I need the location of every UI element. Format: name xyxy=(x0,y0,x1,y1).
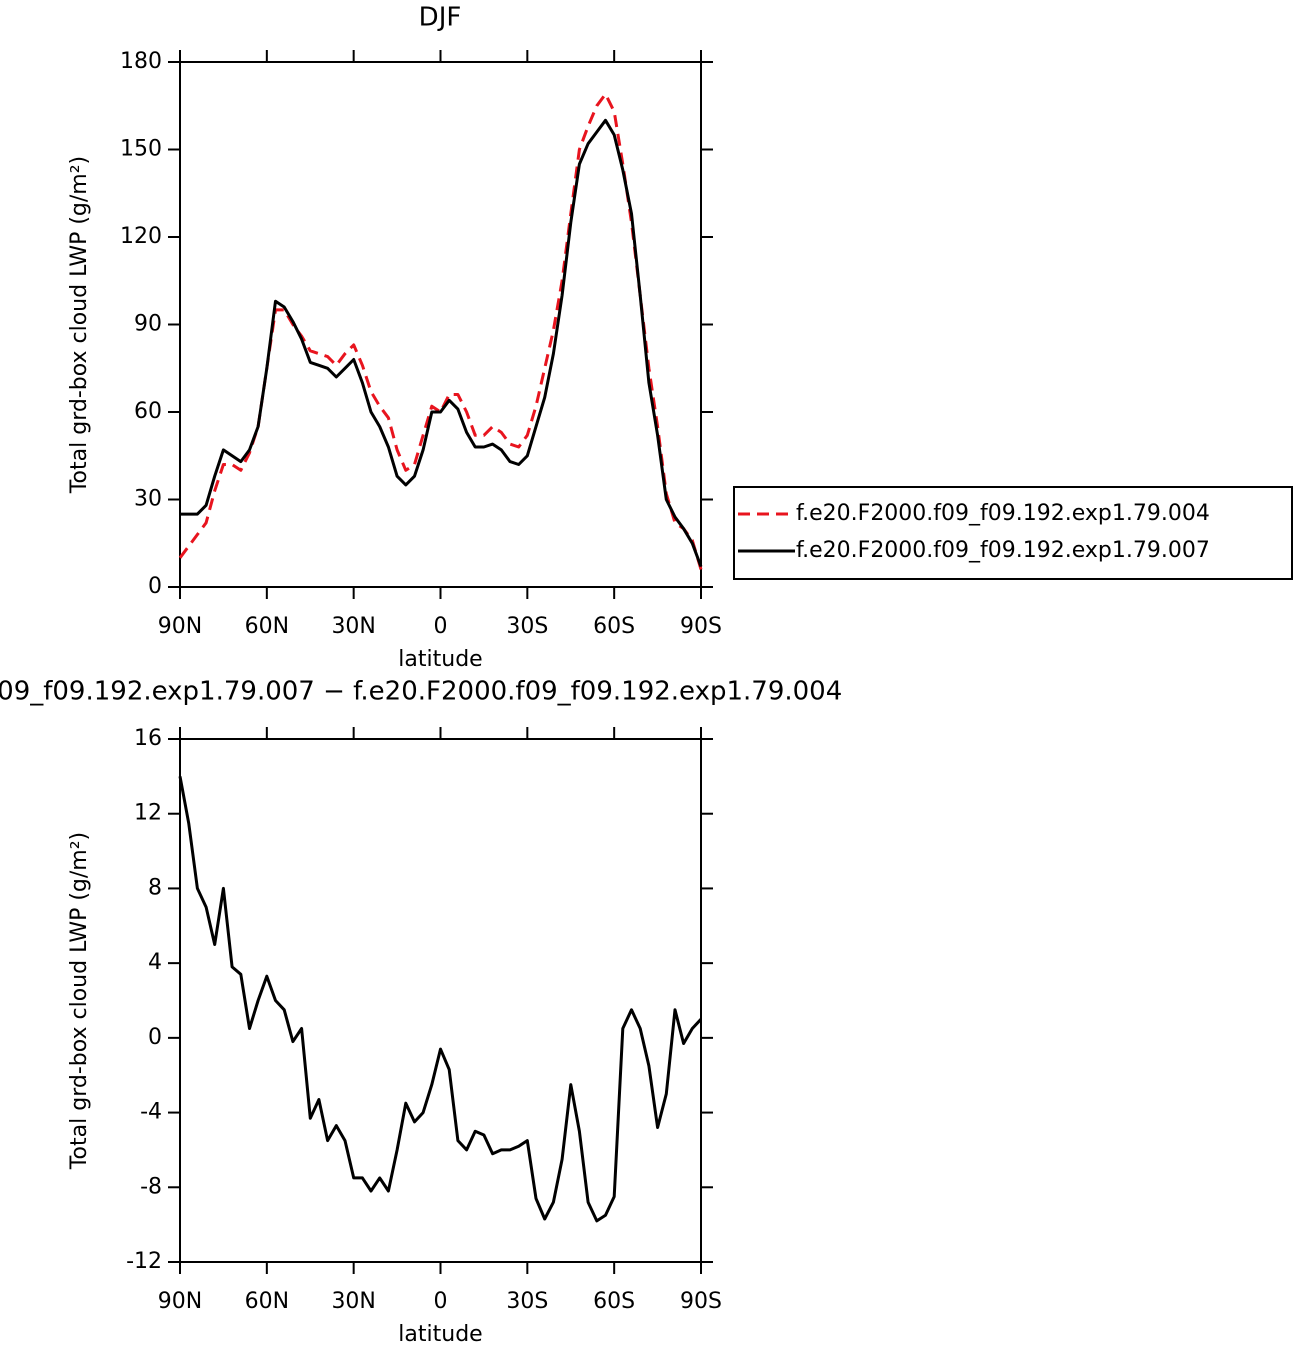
legend-box xyxy=(733,486,1293,580)
y-tick-label: -8 xyxy=(140,1174,162,1199)
x-axis-label: latitude xyxy=(398,647,482,672)
chart-title: f09_f09.192.exp1.79.007 − f.e20.F2000.f0… xyxy=(0,677,842,707)
x-axis-label: latitude xyxy=(398,1322,482,1347)
y-tick-label: 90 xyxy=(134,312,162,337)
y-tick-label: 0 xyxy=(148,1025,162,1050)
x-tick-label: 90N xyxy=(158,614,202,639)
x-tick-label: 30S xyxy=(506,1289,548,1314)
x-tick-label: 0 xyxy=(434,614,448,639)
y-tick-label: -4 xyxy=(140,1100,162,1125)
y-tick-label: 4 xyxy=(148,950,162,975)
y-tick-label: 60 xyxy=(134,399,162,424)
x-tick-label: 30N xyxy=(331,1289,375,1314)
x-tick-label: 60N xyxy=(245,1289,289,1314)
x-tick-label: 30S xyxy=(506,614,548,639)
y-tick-label: 16 xyxy=(134,726,162,751)
x-tick-label: 90S xyxy=(680,1289,722,1314)
y-tick-label: 150 xyxy=(120,137,162,162)
y-tick-label: 180 xyxy=(120,49,162,74)
x-tick-label: 0 xyxy=(434,1289,448,1314)
y-tick-label: 120 xyxy=(120,224,162,249)
x-tick-label: 30N xyxy=(331,614,375,639)
y-axis-label: Total grd-box cloud LWP (g/m²) xyxy=(67,156,92,494)
y-tick-label: -12 xyxy=(126,1249,162,1274)
plot-frame xyxy=(179,61,702,588)
data-line xyxy=(180,118,703,568)
x-tick-label: 90N xyxy=(158,1289,202,1314)
legend-label: f.e20.F2000.f09_f09.192.exp1.79.004 xyxy=(796,501,1210,526)
x-tick-label: 60S xyxy=(593,1289,635,1314)
y-tick-label: 30 xyxy=(134,487,162,512)
y-tick-label: 0 xyxy=(148,574,162,599)
y-axis-label: Total grd-box cloud LWP (g/m²) xyxy=(67,832,92,1170)
x-tick-label: 90S xyxy=(680,614,722,639)
x-tick-label: 60N xyxy=(245,614,289,639)
x-tick-label: 60S xyxy=(593,614,635,639)
y-tick-label: 12 xyxy=(134,801,162,826)
chart-title: DJF xyxy=(419,3,462,33)
y-tick-label: 8 xyxy=(148,875,162,900)
legend-label: f.e20.F2000.f09_f09.192.exp1.79.007 xyxy=(796,538,1210,563)
data-line xyxy=(178,776,703,1223)
